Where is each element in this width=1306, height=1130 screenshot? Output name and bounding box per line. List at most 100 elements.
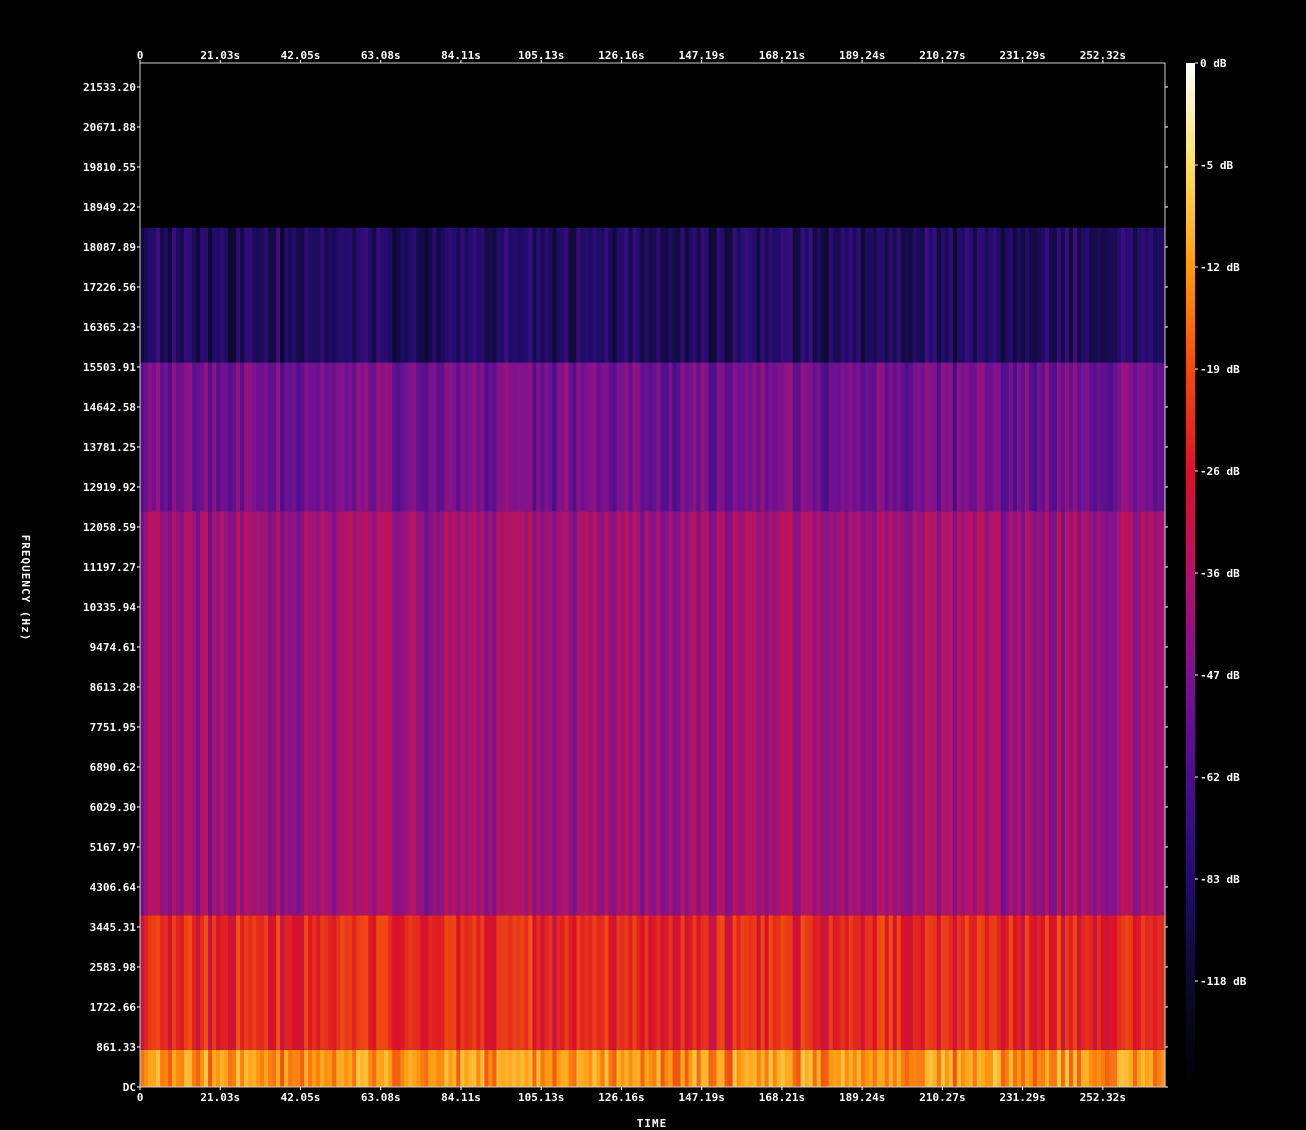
spectrogram-cell bbox=[1092, 1049, 1098, 1087]
spectrogram-cell bbox=[336, 227, 341, 363]
spectrogram-cell bbox=[640, 511, 646, 916]
spectrogram-cell bbox=[1144, 362, 1150, 512]
spectrogram-cell bbox=[804, 915, 810, 1050]
spectrogram-cell bbox=[884, 1049, 890, 1087]
spectrogram-cell bbox=[872, 227, 878, 363]
spectrogram-cell bbox=[476, 915, 481, 1050]
spectrogram-cell bbox=[636, 362, 642, 512]
spectrogram-cell bbox=[1088, 511, 1094, 916]
spectrogram-cell bbox=[628, 511, 634, 916]
spectrogram-cell bbox=[1060, 1049, 1066, 1087]
spectrogram-cell bbox=[948, 1049, 954, 1087]
spectrogram-cell bbox=[1020, 227, 1026, 363]
spectrogram-cell bbox=[168, 511, 173, 916]
spectrogram-cell bbox=[620, 362, 626, 512]
spectrogram-cell bbox=[452, 227, 457, 363]
y-tick-label: 16365.23 bbox=[83, 321, 136, 334]
spectrogram-cell bbox=[564, 1049, 570, 1087]
spectrogram-cell bbox=[496, 915, 501, 1050]
spectrogram-cell bbox=[764, 511, 770, 916]
colorbar-tick-label: -19 dB bbox=[1200, 363, 1240, 376]
spectrogram-cell bbox=[420, 915, 425, 1050]
spectrogram-cell bbox=[776, 915, 782, 1050]
spectrogram-cell bbox=[1128, 915, 1134, 1050]
spectrogram-cell bbox=[720, 915, 726, 1050]
spectrogram-cell bbox=[504, 362, 509, 512]
spectrogram-cell bbox=[936, 511, 942, 916]
spectrogram-cell bbox=[808, 227, 814, 363]
spectrogram-cell bbox=[1052, 511, 1058, 916]
y-tick-label: 6029.30 bbox=[90, 801, 136, 814]
spectrogram-cell bbox=[220, 511, 225, 916]
spectrogram-cell bbox=[688, 915, 694, 1050]
spectrogram-cell bbox=[180, 227, 185, 363]
y-tick-label: 12919.92 bbox=[83, 481, 136, 494]
spectrogram-cell bbox=[632, 227, 638, 363]
spectrogram-cell bbox=[224, 511, 229, 916]
spectrogram-cell bbox=[864, 1049, 870, 1087]
spectrogram-cell bbox=[536, 227, 541, 363]
spectrogram-cell bbox=[804, 1049, 810, 1087]
spectrogram-cell bbox=[560, 362, 566, 512]
spectrogram-cell bbox=[984, 915, 990, 1050]
spectrogram-cell bbox=[680, 362, 686, 512]
spectrogram-cell bbox=[792, 1049, 798, 1087]
spectrogram-cell bbox=[244, 511, 249, 916]
spectrogram-cell bbox=[236, 227, 241, 363]
spectrogram-cell bbox=[980, 362, 986, 512]
spectrogram-cell bbox=[956, 1049, 962, 1087]
spectrogram-cell bbox=[984, 511, 990, 916]
spectrogram-cell bbox=[432, 1049, 437, 1087]
spectrogram-cell bbox=[1100, 915, 1106, 1050]
spectrogram-cell bbox=[364, 511, 369, 916]
spectrogram-cell bbox=[220, 227, 225, 363]
spectrogram-cell bbox=[808, 915, 814, 1050]
spectrogram-cell bbox=[324, 227, 329, 363]
colorbar-scale: 0 dB -5 dB -12 dB -19 dB -26 dB -36 dB -47 dB -… bbox=[1195, 57, 1247, 988]
spectrogram-cell bbox=[304, 1049, 309, 1087]
spectrogram-cell bbox=[344, 362, 349, 512]
spectrogram-cell bbox=[572, 915, 578, 1050]
spectrogram-cell bbox=[228, 1049, 233, 1087]
spectrogram-cell bbox=[496, 1049, 501, 1087]
spectrogram-cell bbox=[532, 511, 537, 916]
spectrogram-cell bbox=[448, 915, 453, 1050]
spectrogram-cell bbox=[320, 511, 325, 916]
spectrogram-cell bbox=[308, 1049, 313, 1087]
spectrogram-cell bbox=[1100, 227, 1106, 363]
spectrogram-cell bbox=[860, 362, 866, 512]
spectrogram-cell bbox=[844, 362, 850, 512]
spectrogram-cell bbox=[1052, 227, 1058, 363]
x-tick-label: 63.08s bbox=[361, 49, 401, 62]
spectrogram-cell bbox=[700, 915, 706, 1050]
spectrogram-cell bbox=[752, 362, 758, 512]
spectrogram-cell bbox=[156, 227, 161, 363]
spectrogram-cell bbox=[688, 511, 694, 916]
spectrogram-cell bbox=[628, 1049, 634, 1087]
spectrogram-cell bbox=[500, 915, 505, 1050]
y-tick-label: 8613.28 bbox=[90, 681, 136, 694]
spectrogram-cell bbox=[908, 915, 914, 1050]
spectrogram-cell bbox=[684, 362, 690, 512]
spectrogram-cell bbox=[672, 915, 678, 1050]
spectrogram-cell bbox=[624, 511, 630, 916]
spectrogram-cell bbox=[484, 915, 489, 1050]
spectrogram-cell bbox=[744, 511, 750, 916]
spectrogram-cell bbox=[540, 227, 545, 363]
x-tick-label: 252.32s bbox=[1080, 49, 1126, 62]
spectrogram-cell bbox=[1104, 227, 1110, 363]
spectrogram-cell bbox=[832, 362, 838, 512]
spectrogram-cell bbox=[1044, 1049, 1050, 1087]
spectrogram-cell bbox=[504, 915, 509, 1050]
spectrogram-cell bbox=[996, 915, 1002, 1050]
spectrogram-cell bbox=[524, 915, 529, 1050]
spectrogram-cell bbox=[792, 362, 798, 512]
spectrogram-cell bbox=[668, 227, 674, 363]
spectrogram-cell bbox=[260, 1049, 265, 1087]
spectrogram-cell bbox=[704, 227, 710, 363]
spectrogram-cell bbox=[348, 362, 353, 512]
colorbar-tick-label: -118 dB bbox=[1200, 975, 1247, 988]
spectrogram-cell bbox=[328, 227, 333, 363]
spectrogram-cell bbox=[1124, 227, 1130, 363]
spectrogram-cell bbox=[156, 1049, 161, 1087]
